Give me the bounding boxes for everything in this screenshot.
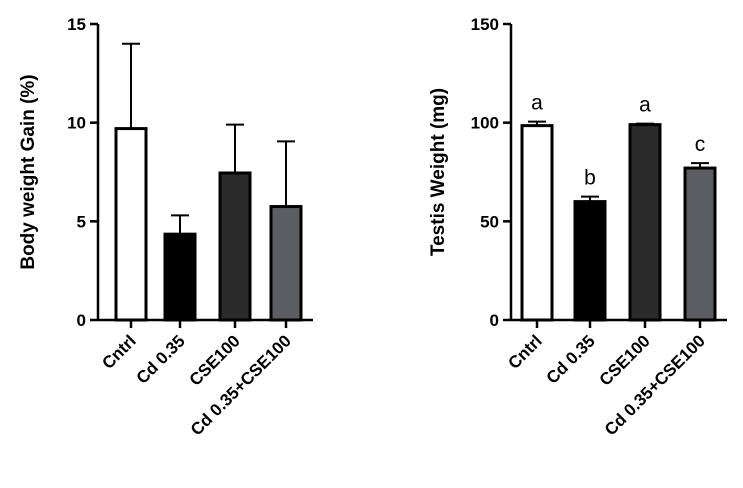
y-tick-label: 10: [67, 114, 86, 133]
significance-letter: a: [639, 94, 651, 117]
bar-cntrl: [114, 127, 148, 322]
y-tick-label: 0: [490, 311, 499, 330]
bar-cd-0-35: [163, 232, 197, 322]
bar-cntrl: [520, 124, 554, 322]
bar-cd-0-35-cse100: [683, 166, 717, 322]
y-tick-label: 50: [480, 212, 499, 231]
y-axis-title: Body weight Gain (%): [18, 74, 39, 269]
x-tick-label: Cntrl: [504, 331, 545, 372]
x-tick-label: Cd 0.35: [133, 331, 189, 387]
x-tick-label: Cntrl: [98, 331, 139, 372]
chart-panel-2: Testis Weight (mg) 0 50 100 150 Cntrl a Cd 0.35…: [428, 15, 727, 439]
x-tick-label: Cd 0.35+CSE100: [601, 331, 709, 439]
bar-cd-0-35-cse100: [269, 205, 303, 322]
bar-cse100: [628, 123, 662, 322]
significance-letter: b: [584, 167, 596, 190]
bar-cse100: [218, 171, 252, 322]
y-tick-label: 150: [471, 15, 499, 34]
bar-cd-0-35: [573, 200, 607, 322]
y-axis-title: Testis Weight (mg): [428, 88, 449, 256]
significance-letter: c: [695, 133, 706, 156]
y-tick-label: 5: [77, 212, 86, 231]
x-tick-label: Cd 0.35: [543, 331, 599, 387]
y-tick-label: 15: [67, 15, 86, 34]
significance-letter: a: [531, 92, 543, 115]
y-tick-label: 0: [77, 311, 86, 330]
y-tick-label: 100: [471, 114, 499, 133]
